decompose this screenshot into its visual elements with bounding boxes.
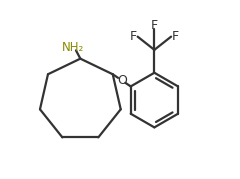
Text: O: O — [117, 74, 127, 87]
Text: F: F — [172, 30, 179, 43]
Text: F: F — [151, 19, 158, 32]
Text: NH₂: NH₂ — [62, 41, 84, 54]
Text: F: F — [130, 30, 137, 43]
